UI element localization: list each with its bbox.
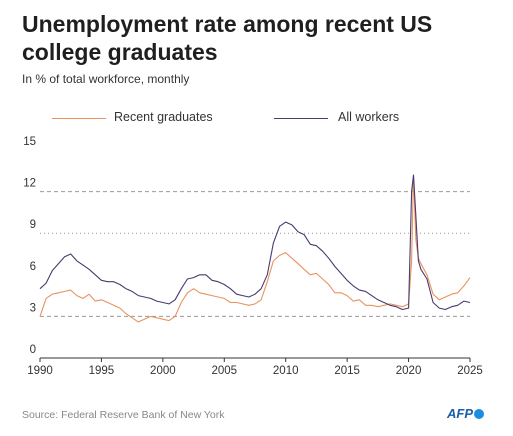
x-tick-label: 2000 (150, 365, 176, 377)
legend-swatch-recent-graduates (52, 118, 106, 119)
x-axis: 1990 1995 2000 2005 2010 2015 2020 2025 (27, 357, 483, 377)
x-tick-label: 2020 (396, 365, 422, 377)
y-tick-label: 12 (23, 178, 36, 190)
y-axis-labels: 0 3 6 9 12 15 (23, 136, 36, 356)
afp-logo-text: AFP (447, 406, 473, 421)
series-lines (39, 174, 471, 323)
x-tick-label: 1995 (89, 365, 115, 377)
x-tick-label: 1990 (27, 365, 53, 377)
legend-label-recent-graduates: Recent graduates (114, 110, 213, 124)
x-tick-label: 2010 (273, 365, 299, 377)
afp-logo: AFP (447, 406, 484, 421)
afp-logo-dot (474, 408, 484, 419)
series-line-recent-graduates (39, 174, 471, 323)
x-tick-label: 2005 (211, 365, 237, 377)
gridlines (40, 191, 470, 317)
chart-legend: Recent graduates All workers (0, 110, 513, 128)
legend-label-all-workers: All workers (338, 110, 400, 124)
legend-swatch-all-workers (274, 118, 328, 119)
source-note: Source: Federal Reserve Bank of New York (22, 409, 225, 421)
series-line-all-workers (39, 174, 471, 311)
y-tick-label: 6 (30, 261, 36, 273)
y-tick-label: 9 (30, 219, 36, 231)
x-tick-label: 2015 (334, 365, 360, 377)
chart-title: Unemployment rate among recent US colleg… (22, 11, 433, 65)
y-tick-label: 0 (30, 344, 36, 356)
y-tick-label: 3 (30, 302, 36, 314)
x-tick-label: 2025 (457, 365, 483, 377)
chart-subtitle: In % of total workforce, monthly (22, 72, 190, 86)
y-tick-label: 15 (23, 136, 36, 148)
